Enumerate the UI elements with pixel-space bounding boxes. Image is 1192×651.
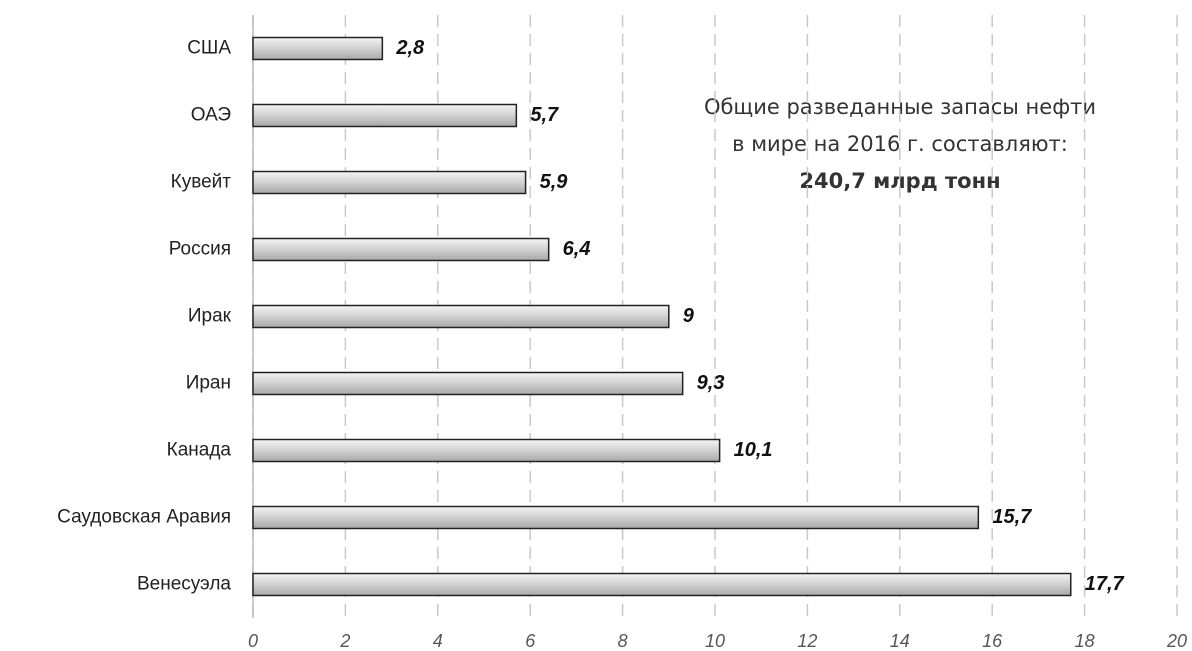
y-tick-label: Венесуэла: [137, 574, 231, 595]
y-tick-label: Саудовская Аравия: [57, 507, 231, 528]
y-tick-label: Россия: [169, 239, 231, 260]
y-tick-label: США: [187, 38, 231, 59]
x-tick-label: 8: [618, 631, 628, 651]
bar: [252, 572, 1072, 597]
data-label: 5,9: [540, 171, 569, 193]
data-label: 2,8: [395, 37, 425, 59]
data-label: 6,4: [563, 238, 591, 260]
x-tick-label: 4: [433, 631, 443, 651]
x-tick-label: 0: [248, 631, 258, 651]
x-tick-label: 20: [1166, 631, 1187, 651]
y-tick-label: Канада: [167, 440, 232, 461]
bar: [252, 438, 721, 463]
data-label: 9,3: [697, 372, 725, 394]
bar: [252, 304, 670, 329]
bar: [252, 36, 384, 61]
y-tick-label: Ирак: [188, 306, 232, 327]
y-tick-label: Кувейт: [171, 172, 232, 193]
x-tick-label: 18: [1075, 631, 1095, 651]
data-label: 15,7: [992, 506, 1032, 528]
data-label: 10,1: [734, 439, 773, 461]
bar: [252, 505, 980, 530]
bar: [252, 237, 550, 262]
x-tick-label: 16: [982, 631, 1003, 651]
x-tick-label: 12: [797, 631, 817, 651]
bar: [252, 170, 527, 195]
x-tick-label: 10: [705, 631, 725, 651]
bar: [252, 371, 684, 396]
y-tick-label: ОАЭ: [191, 105, 231, 126]
data-label: 17,7: [1085, 573, 1125, 595]
data-label: 9: [683, 305, 695, 327]
x-tick-label: 6: [525, 631, 536, 651]
y-tick-label: Иран: [186, 373, 231, 394]
data-label: 5,7: [530, 104, 559, 126]
x-tick-label: 2: [339, 631, 350, 651]
bar: [252, 103, 518, 128]
x-tick-label: 14: [890, 631, 910, 651]
